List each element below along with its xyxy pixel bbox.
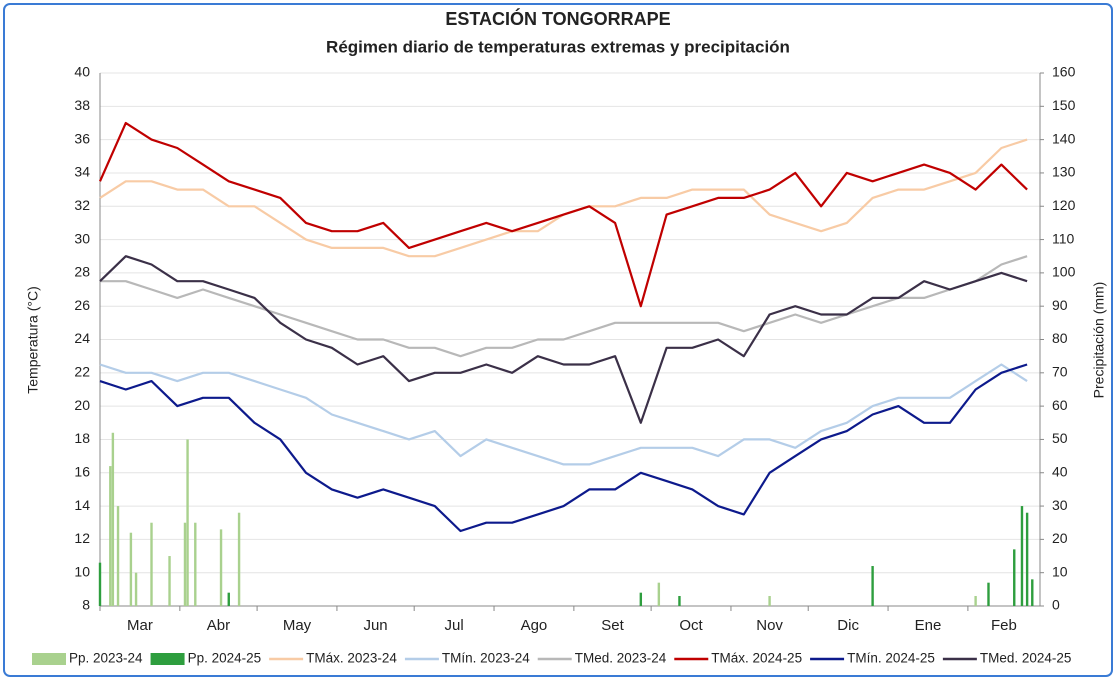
legend-label: TMín. 2024-25 xyxy=(847,651,935,666)
y-tick-label: 8 xyxy=(82,597,90,613)
x-tick-label: Ago xyxy=(521,617,548,634)
precip-bar xyxy=(639,592,643,606)
y2-tick-label: 0 xyxy=(1052,597,1060,613)
x-tick-label: Oct xyxy=(679,617,703,634)
y-tick-label: 24 xyxy=(74,330,90,346)
precip-bar xyxy=(987,582,990,606)
precip-bar xyxy=(129,532,133,606)
temperature-line xyxy=(98,121,1028,308)
temperature-line xyxy=(99,363,1028,533)
precip-bar xyxy=(134,572,138,606)
y2-tick-label: 130 xyxy=(1052,164,1076,180)
y-tick-label: 10 xyxy=(74,563,90,579)
y-tick-label: 28 xyxy=(74,264,90,280)
y-tick-label: 30 xyxy=(74,230,90,246)
precip-bar xyxy=(678,596,681,606)
y2-tick-label: 150 xyxy=(1052,97,1076,113)
temperature-line xyxy=(99,255,1028,424)
y2-tick-label: 140 xyxy=(1052,130,1076,146)
precip-bar xyxy=(974,596,977,606)
y-axis-label: Temperatura (°C) xyxy=(25,286,41,394)
chart-subtitle: Régimen diario de temperaturas extremas … xyxy=(326,37,790,56)
precip-bar xyxy=(111,432,115,606)
y2-tick-label: 90 xyxy=(1052,297,1068,313)
precip-bar xyxy=(150,522,153,606)
y2-tick-label: 70 xyxy=(1052,364,1068,380)
y2-tick-label: 30 xyxy=(1052,497,1068,513)
legend-label: TMed. 2023-24 xyxy=(575,651,667,666)
precip-bar xyxy=(116,506,120,606)
precip-bar xyxy=(237,512,241,606)
y-tick-label: 12 xyxy=(74,530,90,546)
y2-tick-label: 10 xyxy=(1052,563,1068,579)
x-tick-label: Ene xyxy=(915,617,942,634)
x-tick-label: Feb xyxy=(991,617,1017,634)
legend-label: TMín. 2023-24 xyxy=(442,651,530,666)
precip-bar xyxy=(219,529,223,606)
y-tick-label: 26 xyxy=(74,297,90,313)
legend-label: Pp. 2023-24 xyxy=(69,651,143,666)
y-tick-label: 20 xyxy=(74,397,90,413)
y-tick-label: 32 xyxy=(74,197,90,213)
y-tick-label: 16 xyxy=(74,463,90,479)
chart-title: ESTACIÓN TONGORRAPE xyxy=(445,8,670,29)
legend-label: TMáx. 2023-24 xyxy=(306,651,397,666)
x-tick-label: Abr xyxy=(207,617,230,634)
legend-swatch xyxy=(32,653,66,665)
legend-label: Pp. 2024-25 xyxy=(188,651,262,666)
legend-label: TMed. 2024-25 xyxy=(980,651,1072,666)
y2-tick-label: 110 xyxy=(1052,230,1075,246)
y2-tick-label: 80 xyxy=(1052,330,1068,346)
precip-bar xyxy=(1020,506,1024,606)
legend-label: TMáx. 2024-25 xyxy=(711,651,802,666)
precip-bar xyxy=(98,562,102,606)
y-tick-label: 40 xyxy=(74,64,90,80)
y-tick-label: 38 xyxy=(74,97,90,113)
y2-tick-label: 20 xyxy=(1052,530,1068,546)
y-tick-label: 36 xyxy=(74,130,90,146)
precip-bar xyxy=(871,566,874,606)
precip-bar xyxy=(168,556,171,606)
y2-tick-label: 40 xyxy=(1052,463,1068,479)
precip-bar xyxy=(227,592,230,606)
y2-tick-label: 60 xyxy=(1052,397,1068,413)
y-tick-label: 22 xyxy=(74,364,90,380)
x-tick-label: Jun xyxy=(363,617,387,634)
temperature-line xyxy=(99,363,1028,466)
y2-tick-label: 120 xyxy=(1052,197,1076,213)
x-tick-label: Dic xyxy=(837,617,859,634)
x-tick-label: Jul xyxy=(445,617,464,634)
y2-tick-label: 160 xyxy=(1052,64,1076,80)
precip-bar xyxy=(1013,549,1016,606)
y2-tick-label: 100 xyxy=(1052,264,1076,280)
temperature-line xyxy=(100,255,1028,358)
precip-bar xyxy=(657,582,661,606)
y-tick-label: 14 xyxy=(74,497,90,513)
y-tick-label: 34 xyxy=(74,164,90,180)
x-tick-label: Set xyxy=(601,617,624,634)
precip-bar xyxy=(109,466,112,606)
x-tick-label: Nov xyxy=(756,617,783,634)
y-tick-label: 18 xyxy=(74,430,90,446)
x-tick-label: May xyxy=(283,617,312,634)
precip-bar xyxy=(194,522,197,606)
precip-bar xyxy=(1031,579,1034,606)
x-tick-label: Mar xyxy=(127,617,153,634)
precip-bar xyxy=(768,596,771,606)
y2-tick-label: 50 xyxy=(1052,430,1068,446)
legend-swatch xyxy=(150,653,185,665)
precip-bar xyxy=(183,522,187,606)
precip-bar xyxy=(1025,512,1029,606)
precip-bar xyxy=(186,439,189,606)
y2-axis-label: Precipitación (mm) xyxy=(1091,282,1107,399)
